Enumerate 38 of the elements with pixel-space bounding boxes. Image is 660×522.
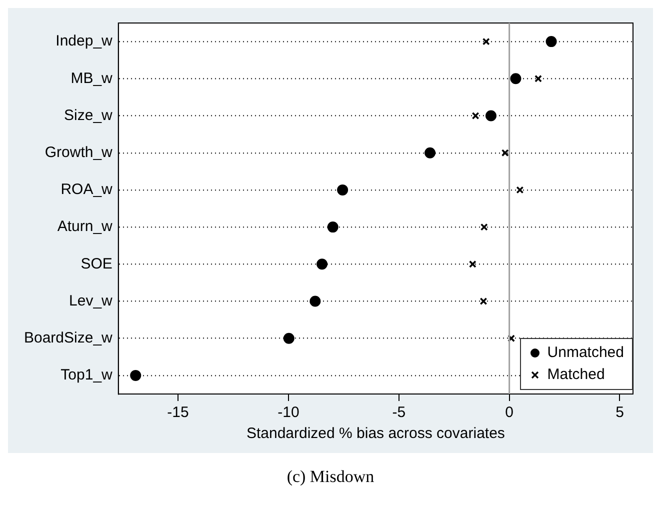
y-tick-label: Aturn_w bbox=[57, 218, 113, 236]
point bbox=[130, 370, 142, 381]
y-tick-label: Indep_w bbox=[56, 32, 113, 50]
point bbox=[534, 74, 542, 82]
text: (c) Misdown bbox=[286, 467, 376, 487]
y-tick-label: Size_w bbox=[64, 106, 113, 124]
x-axis-title: Standardized % bias across covariates bbox=[246, 425, 505, 442]
y-tick-label: Growth_w bbox=[44, 144, 113, 161]
x-tick-label: 0 bbox=[505, 404, 514, 422]
point bbox=[508, 334, 516, 342]
point bbox=[472, 112, 480, 120]
y-tick-label: SOE bbox=[80, 255, 112, 272]
point bbox=[327, 222, 338, 233]
point bbox=[480, 223, 488, 231]
y-tick-label: ROA_w bbox=[60, 181, 113, 198]
point bbox=[501, 149, 509, 157]
x-tick-label: 5 bbox=[616, 404, 624, 422]
point bbox=[516, 186, 524, 194]
point bbox=[337, 184, 348, 196]
point bbox=[310, 296, 321, 307]
point bbox=[283, 332, 294, 344]
y-tick-label: BoardSize_w bbox=[24, 329, 113, 346]
legend-label: Matched bbox=[547, 365, 605, 385]
x-tick-label: -5 bbox=[392, 404, 406, 422]
point bbox=[485, 110, 496, 122]
point bbox=[546, 36, 557, 48]
point bbox=[482, 38, 490, 46]
y-tick-label: Top1_w bbox=[60, 366, 113, 384]
x-tick-label: -15 bbox=[167, 404, 189, 422]
point bbox=[316, 258, 328, 270]
legend-label: Unmatched bbox=[547, 343, 624, 363]
point bbox=[510, 73, 522, 84]
y-tick-label: Lev_w bbox=[69, 292, 113, 310]
x-tick-label: -10 bbox=[278, 404, 300, 422]
y-tick-label: MB_w bbox=[70, 70, 113, 87]
point bbox=[468, 260, 476, 268]
point bbox=[480, 298, 488, 305]
point bbox=[424, 147, 436, 158]
